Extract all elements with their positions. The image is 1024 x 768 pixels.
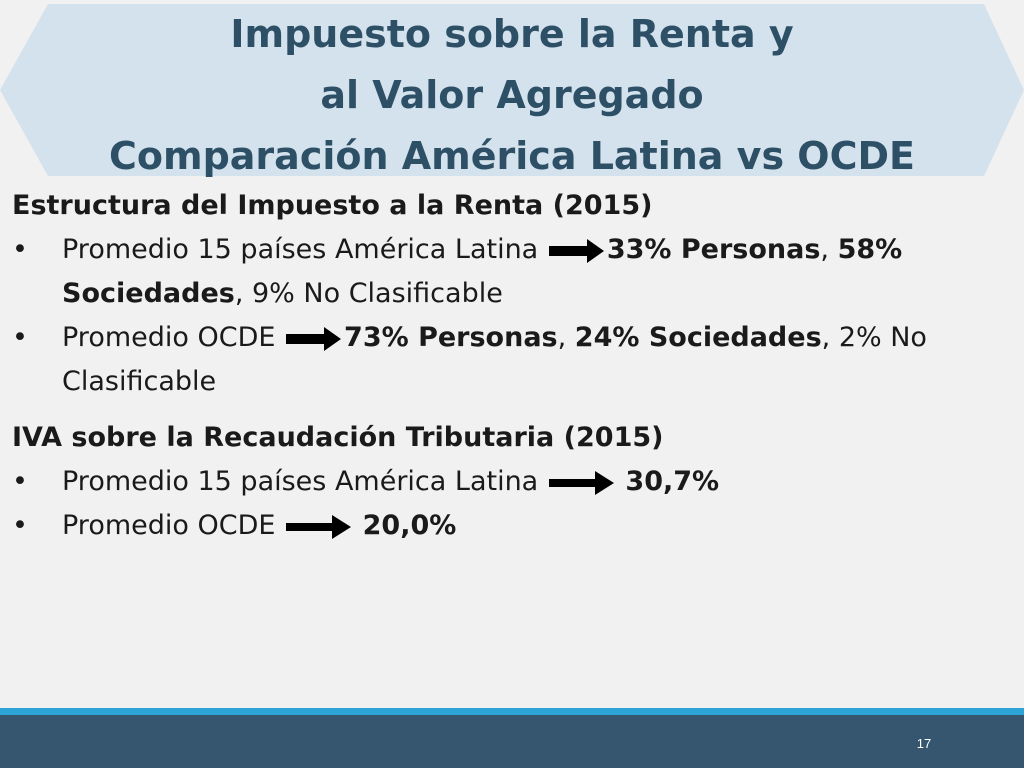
section-heading-renta: Estructura del Impuesto a la Renta (2015… [12,190,653,221]
bullet-bold-value: 58% Sociedades [62,234,903,309]
bullet-text: , [820,234,838,265]
title-line-1: Impuesto sobre la Renta y [230,12,794,56]
footer-bar [0,715,1024,768]
bullet-lead: Promedio OCDE [62,322,276,353]
right-arrow-icon [548,238,604,263]
bullet-text: , 9% No Clasificable [234,278,503,309]
right-arrow-icon [286,514,352,539]
bullet-lead: Promedio 15 países América Latina [62,234,539,265]
bullet-lead: Promedio 15 países América Latina [62,466,539,497]
slide-content: Estructura del Impuesto a la Renta (2015… [12,184,1002,548]
title-line-2: al Valor Agregado [320,73,704,117]
page-number: 17 [916,736,932,751]
iva-latam-value: 30,7% [625,466,720,497]
slide-title: Impuesto sobre la Renta y al Valor Agreg… [0,4,1024,187]
bullet-bold-value: 73% Personas [344,322,558,353]
bullet-lead: Promedio OCDE [62,510,276,541]
iva-ocde-value: 20,0% [362,510,457,541]
bullet-bold-value: 33% Personas [606,234,821,265]
footer-accent-stripe [0,708,1024,715]
banner-shape [0,4,1024,176]
bullet-text: , 2% No Clasificable [62,322,927,397]
bullet-marker: • [12,322,28,353]
section-heading-iva: IVA sobre la Recaudación Tributaria (201… [12,422,664,453]
right-arrow-icon [548,470,614,495]
bullet-bold-value: 24% Sociedades [574,322,822,353]
title-line-3: Comparación América Latina vs OCDE [109,134,915,178]
bullet-marker: • [12,234,28,265]
bullet-text: , [557,322,575,353]
right-arrow-icon [286,326,342,351]
bullet-marker: • [12,510,28,541]
bullet-item: • Promedio 15 países América Latina 30,7… [12,460,1002,504]
title-banner: Impuesto sobre la Renta y al Valor Agreg… [0,0,1024,178]
bullet-item: • Promedio OCDE 73% Personas, 24% Socied… [12,316,1002,404]
bullet-item: • Promedio OCDE 20,0% [12,504,1002,548]
bullet-item: • Promedio 15 países América Latina 33% … [12,228,1002,316]
bullet-marker: • [12,466,28,497]
